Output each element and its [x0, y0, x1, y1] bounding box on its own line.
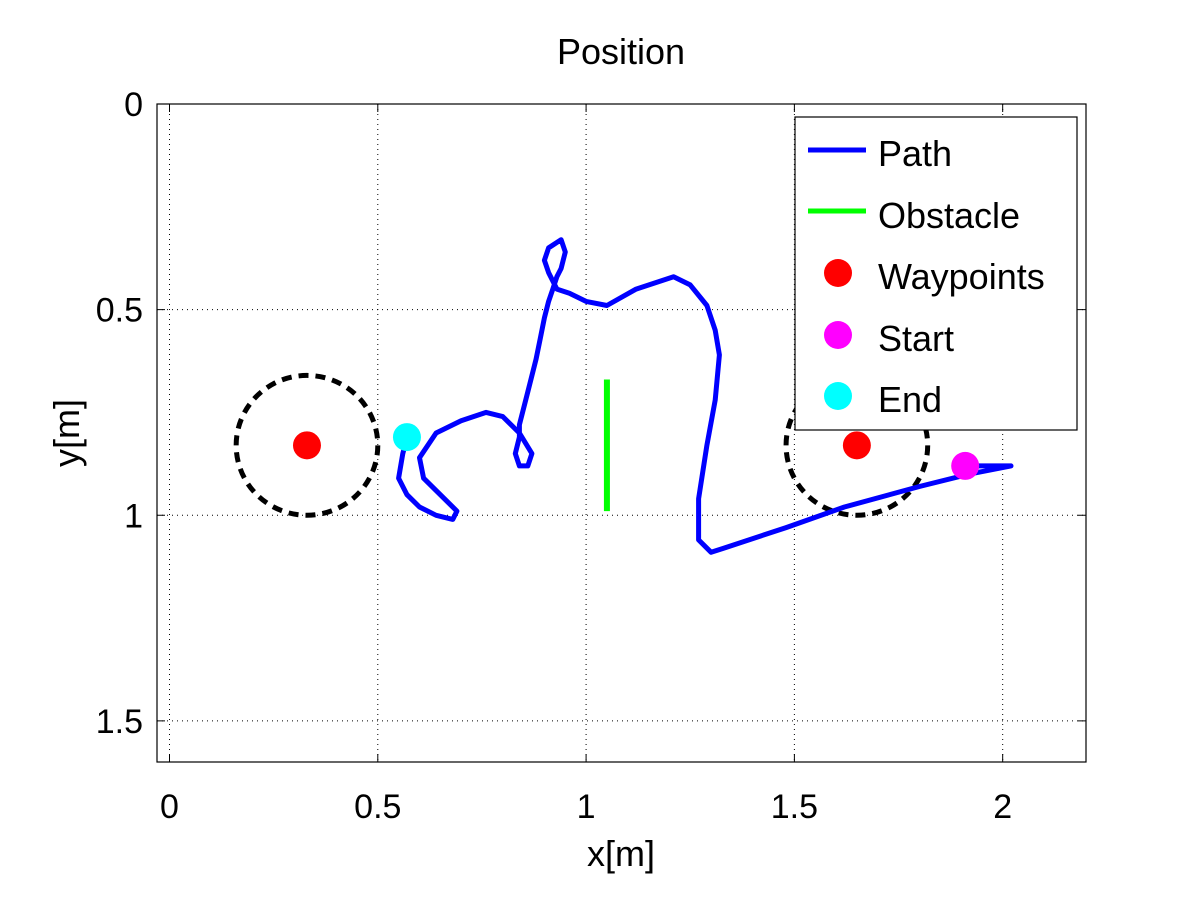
legend-waypoints-swatch: [824, 259, 852, 287]
legend-start-label: Start: [878, 318, 954, 359]
waypoint-radius-circle: [233, 372, 381, 518]
x-tick-label: 2: [993, 788, 1012, 826]
y-tick-label: 1: [124, 497, 143, 535]
legend-waypoints-label: Waypoints: [878, 256, 1045, 297]
legend: Path Obstacle Waypoints Start End: [794, 116, 1078, 431]
start-marker: [951, 451, 980, 480]
y-axis-label: y[m]: [46, 399, 87, 467]
legend-obstacle-label: Obstacle: [878, 195, 1020, 236]
y-tick-label: 1.5: [96, 703, 143, 741]
y-tick-label: 0.5: [96, 292, 143, 330]
data-layer: [233, 237, 1014, 555]
x-tick-label: 1: [577, 788, 596, 826]
chart-title: Position: [557, 31, 685, 72]
legend-end-swatch: [824, 382, 852, 410]
x-axis-label: x[m]: [587, 833, 655, 874]
end-marker: [392, 423, 421, 452]
waypoint-marker: [842, 431, 871, 460]
x-tick-label: 1.5: [771, 788, 818, 826]
legend-path-label: Path: [878, 133, 952, 174]
legend-start-swatch: [824, 321, 852, 349]
x-tick-label: 0: [160, 788, 179, 826]
waypoint-marker: [292, 431, 321, 460]
axes-frame: [156, 103, 1087, 763]
legend-end-label: End: [878, 379, 942, 420]
x-tick-label: 0.5: [354, 788, 401, 826]
y-tick-label: 0: [124, 86, 143, 124]
tick-labels: 0 0.5 1 1.5 2 0 0.5 1 1.5: [96, 86, 1086, 826]
path-line: [396, 237, 1014, 555]
